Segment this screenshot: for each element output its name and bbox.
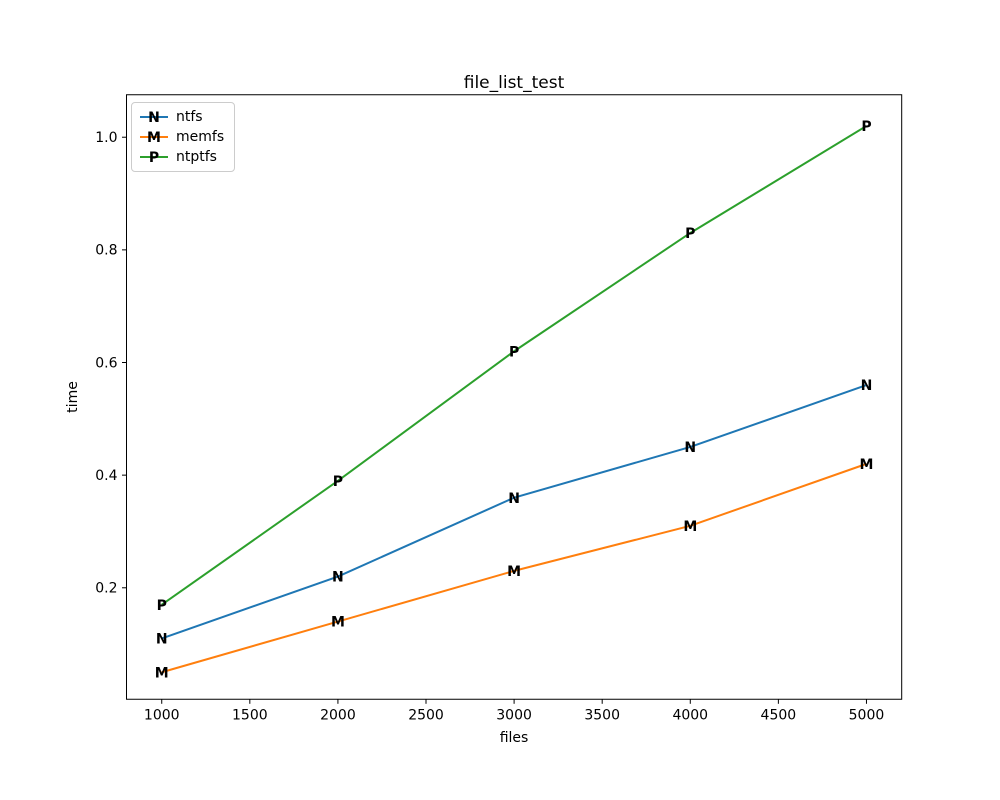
y-tick-label: 0.6 xyxy=(95,355,117,371)
marker-ntptfs-3000: P xyxy=(509,344,519,360)
x-axis-label: files xyxy=(500,730,529,746)
y-tick-label: 0.8 xyxy=(95,243,117,259)
axes-layer: 1000 1500 2000 2500 3000 3500 4000 4500 5000 0.2 0… xyxy=(95,94,903,723)
marker-memfs-1000: M xyxy=(155,665,169,681)
y-axis-label: time xyxy=(65,381,81,413)
legend-sample-memfs: M xyxy=(140,130,168,145)
legend-sample-ntptfs: P xyxy=(140,150,168,165)
marker-ntfs-3000: N xyxy=(508,491,520,507)
y-tick-label: 0.4 xyxy=(95,468,117,484)
x-tick-label: 2500 xyxy=(408,707,444,723)
marker-ntfs-5000: N xyxy=(861,378,873,394)
x-tick-label: 1000 xyxy=(144,707,180,723)
marker-memfs-3000: M xyxy=(507,564,521,580)
plot-border xyxy=(126,94,903,700)
legend-sample-ntfs: N xyxy=(140,110,168,125)
series-line-ntptfs xyxy=(161,125,867,606)
chart-title: file_list_test xyxy=(464,73,565,93)
marker-ntfs-2000: N xyxy=(332,570,344,586)
x-tick-label: 4500 xyxy=(761,707,797,723)
legend-sample-marker: M xyxy=(147,130,161,145)
series-layer: N N N N N M M M M M P P P P P xyxy=(155,119,874,681)
x-tick-label: 2000 xyxy=(320,707,356,723)
marker-ntptfs-2000: P xyxy=(333,474,343,490)
x-tick-label: 4000 xyxy=(672,707,708,723)
x-tick-label: 5000 xyxy=(849,707,885,723)
series-line-memfs xyxy=(161,462,867,674)
marker-ntfs-1000: N xyxy=(156,632,168,648)
x-tick-label: 3000 xyxy=(496,707,532,723)
marker-memfs-5000: M xyxy=(859,457,873,473)
marker-memfs-4000: M xyxy=(683,519,697,535)
x-tick-label: 3500 xyxy=(584,707,620,723)
legend-label: ntfs xyxy=(176,109,203,125)
legend-label: memfs xyxy=(176,129,225,145)
y-tick-label: 1.0 xyxy=(95,130,117,146)
y-tick-label: 0.2 xyxy=(95,581,117,597)
legend-label: ntptfs xyxy=(176,149,217,165)
marker-ntptfs-1000: P xyxy=(157,598,167,614)
legend-sample-marker: P xyxy=(149,150,159,165)
marker-ntfs-4000: N xyxy=(684,440,696,456)
series-line-ntfs xyxy=(161,384,867,640)
legend-sample-marker: N xyxy=(148,110,160,125)
marker-memfs-2000: M xyxy=(331,615,345,631)
marker-ntptfs-4000: P xyxy=(685,226,695,242)
x-tick-label: 1500 xyxy=(232,707,268,723)
marker-ntptfs-5000: P xyxy=(861,119,871,135)
